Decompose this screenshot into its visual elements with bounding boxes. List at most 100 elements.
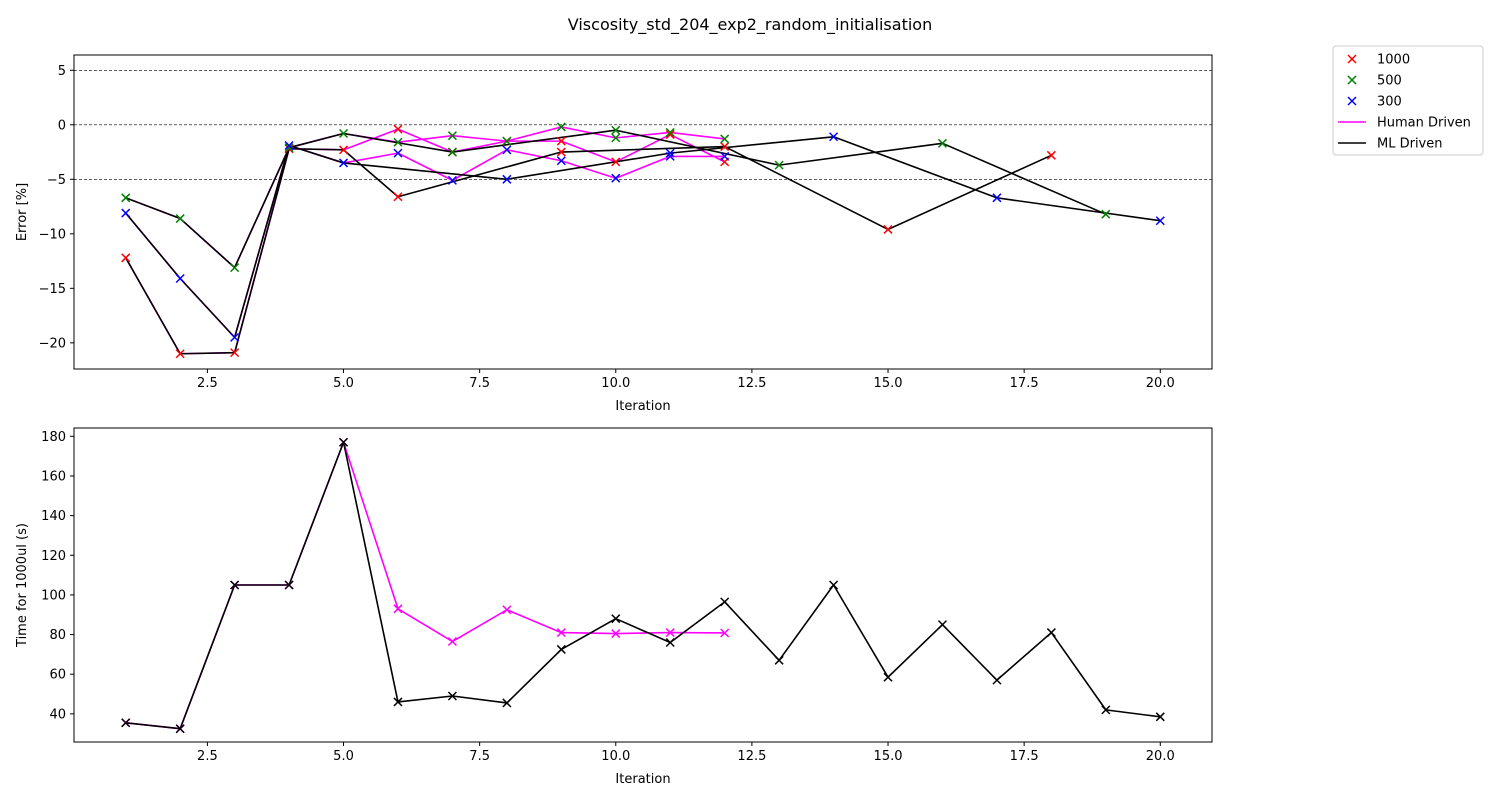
data-point-human-driven	[393, 604, 403, 614]
data-point-ml-driven	[992, 675, 1002, 685]
data-point-ml-driven	[121, 718, 131, 728]
y-tick-label: −15	[39, 282, 66, 297]
data-point-300	[284, 140, 294, 151]
legend-label-500: 500	[1377, 74, 1402, 89]
x-axis-label: Iteration	[615, 772, 670, 787]
data-point-500	[175, 214, 185, 224]
y-axis-label: Time for 1000ul (s)	[15, 523, 30, 648]
data-point-300	[720, 151, 730, 161]
data-point-500	[556, 122, 566, 132]
y-tick-label: −10	[39, 227, 66, 242]
data-point-1000	[883, 224, 893, 234]
data-point-300	[611, 173, 621, 183]
data-point-ml-driven	[175, 724, 185, 734]
series-line-human-driven-300	[125, 144, 725, 339]
x-tick-label: 7.5	[469, 749, 490, 764]
data-point-300	[230, 332, 240, 342]
y-tick-label: 140	[41, 509, 66, 524]
data-point-500	[611, 133, 621, 143]
data-point-1000	[393, 192, 403, 202]
data-point-1000	[1046, 150, 1056, 160]
data-point-human-driven	[447, 636, 457, 647]
data-point-ml-driven	[338, 437, 349, 447]
legend-label-ml-driven: ML Driven	[1377, 137, 1443, 152]
y-tick-label: −20	[39, 336, 66, 351]
data-point-300	[393, 148, 403, 158]
data-point-500	[447, 147, 457, 157]
data-point-ml-driven	[774, 655, 784, 665]
data-point-500	[447, 131, 457, 141]
data-point-500	[502, 136, 512, 146]
data-point-300	[665, 148, 675, 158]
x-tick-label: 10.0	[601, 376, 630, 391]
y-tick-label: −5	[47, 173, 66, 188]
legend-marker-300	[1347, 96, 1357, 106]
data-point-ml-driven	[611, 614, 621, 624]
x-tick-label: 15.0	[874, 749, 903, 764]
data-point-300	[665, 151, 675, 161]
y-tick-label: 180	[41, 430, 66, 445]
x-tick-label: 12.5	[737, 749, 766, 764]
legend-label-1000: 1000	[1377, 53, 1410, 68]
axes-frame	[73, 427, 1213, 743]
series-line-ml-driven	[125, 441, 1161, 730]
data-point-ml-driven	[937, 620, 948, 630]
data-point-300	[829, 132, 839, 142]
data-point-ml-driven	[883, 672, 893, 682]
data-point-300	[502, 174, 512, 184]
x-tick-label: 7.5	[469, 376, 490, 391]
data-point-human-driven	[665, 628, 675, 638]
x-tick-label: 2.5	[197, 749, 218, 764]
x-tick-label: 17.5	[1010, 376, 1039, 391]
data-point-1000	[556, 136, 566, 146]
data-point-500	[611, 125, 621, 135]
data-point-ml-driven	[1101, 705, 1111, 715]
x-tick-label: 17.5	[1010, 749, 1039, 764]
data-point-500	[121, 193, 131, 203]
x-tick-label: 10.0	[601, 749, 630, 764]
x-tick-label: 12.5	[737, 376, 766, 391]
data-point-300	[502, 145, 512, 155]
x-tick-label: 5.0	[333, 376, 354, 391]
y-axis-label: Error [%]	[15, 183, 30, 241]
data-point-300	[447, 175, 457, 185]
x-tick-label: 20.0	[1146, 749, 1175, 764]
data-point-ml-driven	[556, 644, 566, 654]
data-point-1000	[665, 130, 675, 140]
legend-label-human-driven: Human Driven	[1377, 116, 1471, 131]
data-point-ml-driven	[1046, 628, 1056, 638]
data-point-ml-driven	[393, 697, 403, 707]
data-point-300	[121, 208, 131, 218]
x-tick-label: 15.0	[874, 376, 903, 391]
series-line-ml-driven-1000	[125, 145, 1052, 355]
y-tick-label: 60	[49, 668, 66, 683]
data-point-human-driven	[502, 605, 512, 615]
data-point-300	[175, 273, 185, 284]
data-point-500	[720, 134, 730, 144]
series-line-human-driven	[125, 441, 725, 730]
legend-marker-500	[1347, 75, 1357, 85]
time-plot: 2.5 5.0 7.5 10.0 12.5 15.0 17.5 20.0 40 60 80 100 12…	[15, 427, 1213, 787]
x-tick-label: 5.0	[333, 749, 354, 764]
data-point-1000	[393, 124, 403, 134]
data-point-500	[230, 263, 240, 273]
data-point-500	[665, 127, 675, 137]
data-point-500	[338, 128, 349, 139]
data-point-ml-driven	[720, 597, 730, 607]
error-plot: 2.5 5.0 7.5 10.0 12.5 15.0 17.5 20.0 5 0 −5 −10 −15 −…	[15, 54, 1213, 414]
data-point-1000	[284, 144, 294, 154]
data-point-300	[992, 193, 1002, 203]
y-tick-label: 0	[58, 118, 66, 133]
series-line-human-driven-1000	[125, 128, 726, 355]
data-point-1000	[230, 348, 240, 358]
data-point-300	[556, 156, 566, 166]
x-tick-label: 2.5	[197, 376, 218, 391]
data-point-ml-driven	[447, 691, 457, 701]
data-point-300	[1155, 216, 1165, 226]
y-tick-label: 40	[49, 707, 66, 722]
y-tick-label: 160	[41, 469, 66, 484]
data-point-1000	[175, 349, 185, 359]
data-point-500	[937, 138, 948, 148]
data-point-500	[1101, 209, 1111, 219]
data-point-1000	[121, 253, 131, 263]
